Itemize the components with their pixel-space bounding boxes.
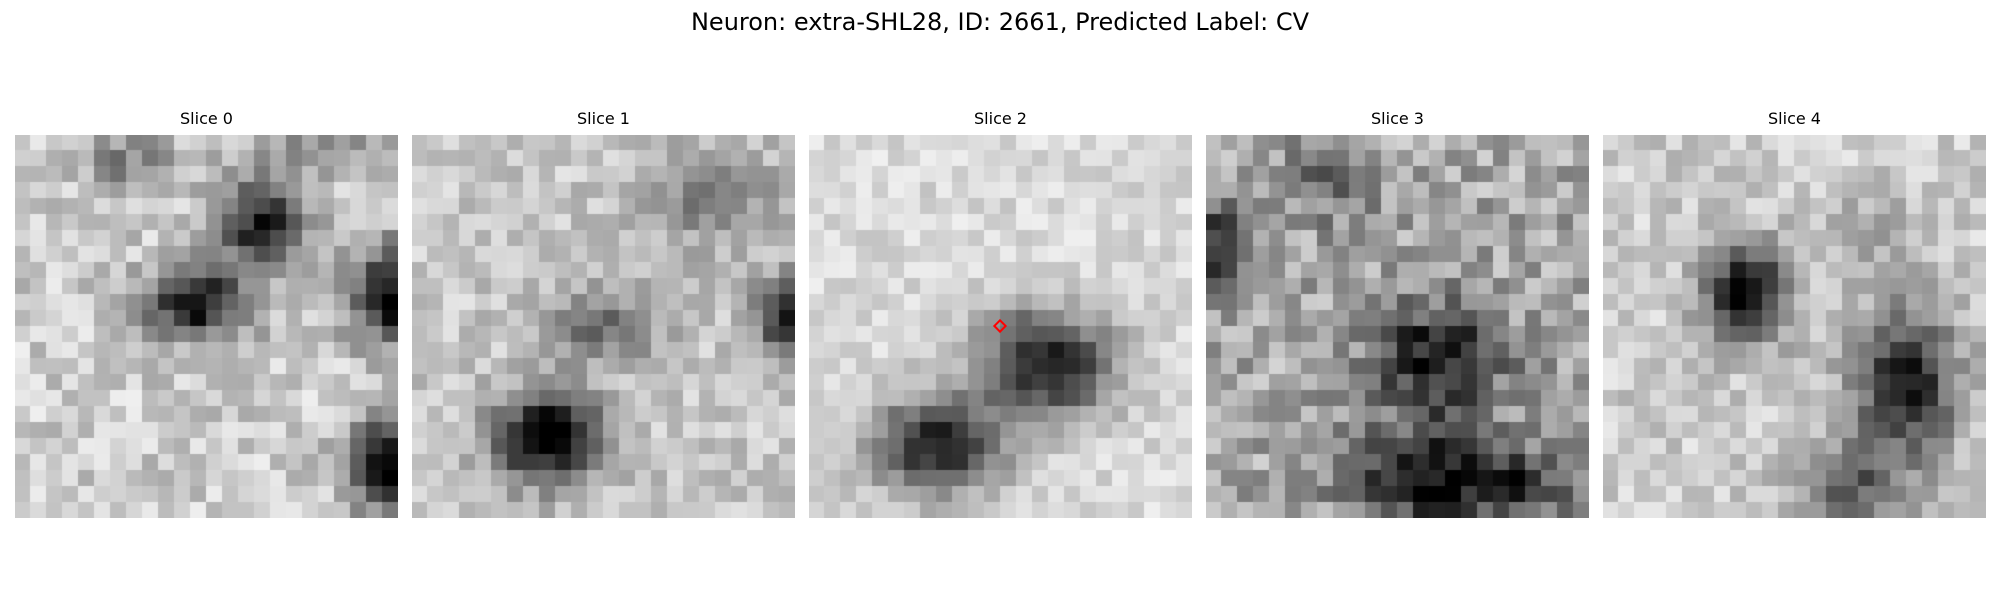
slice-image: [1206, 135, 1589, 518]
slice-panel-2: Slice 2: [809, 108, 1192, 518]
slice-panel-4: Slice 4: [1603, 108, 1986, 518]
slice-panel-1: Slice 1: [412, 108, 795, 518]
slice-image: [15, 135, 398, 518]
slice-title: Slice 3: [1371, 109, 1424, 128]
slice-image: [1603, 135, 1986, 518]
slice-title: Slice 4: [1768, 109, 1821, 128]
slice-title: Slice 0: [180, 109, 233, 128]
slice-title: Slice 2: [974, 109, 1027, 128]
slice-panel-3: Slice 3: [1206, 108, 1589, 518]
slice-title: Slice 1: [577, 109, 630, 128]
slice-panel-0: Slice 0: [15, 108, 398, 518]
figure-title: Neuron: extra-SHL28, ID: 2661, Predicted…: [690, 8, 1310, 36]
slice-image: [412, 135, 795, 518]
slice-image: [809, 135, 1192, 518]
